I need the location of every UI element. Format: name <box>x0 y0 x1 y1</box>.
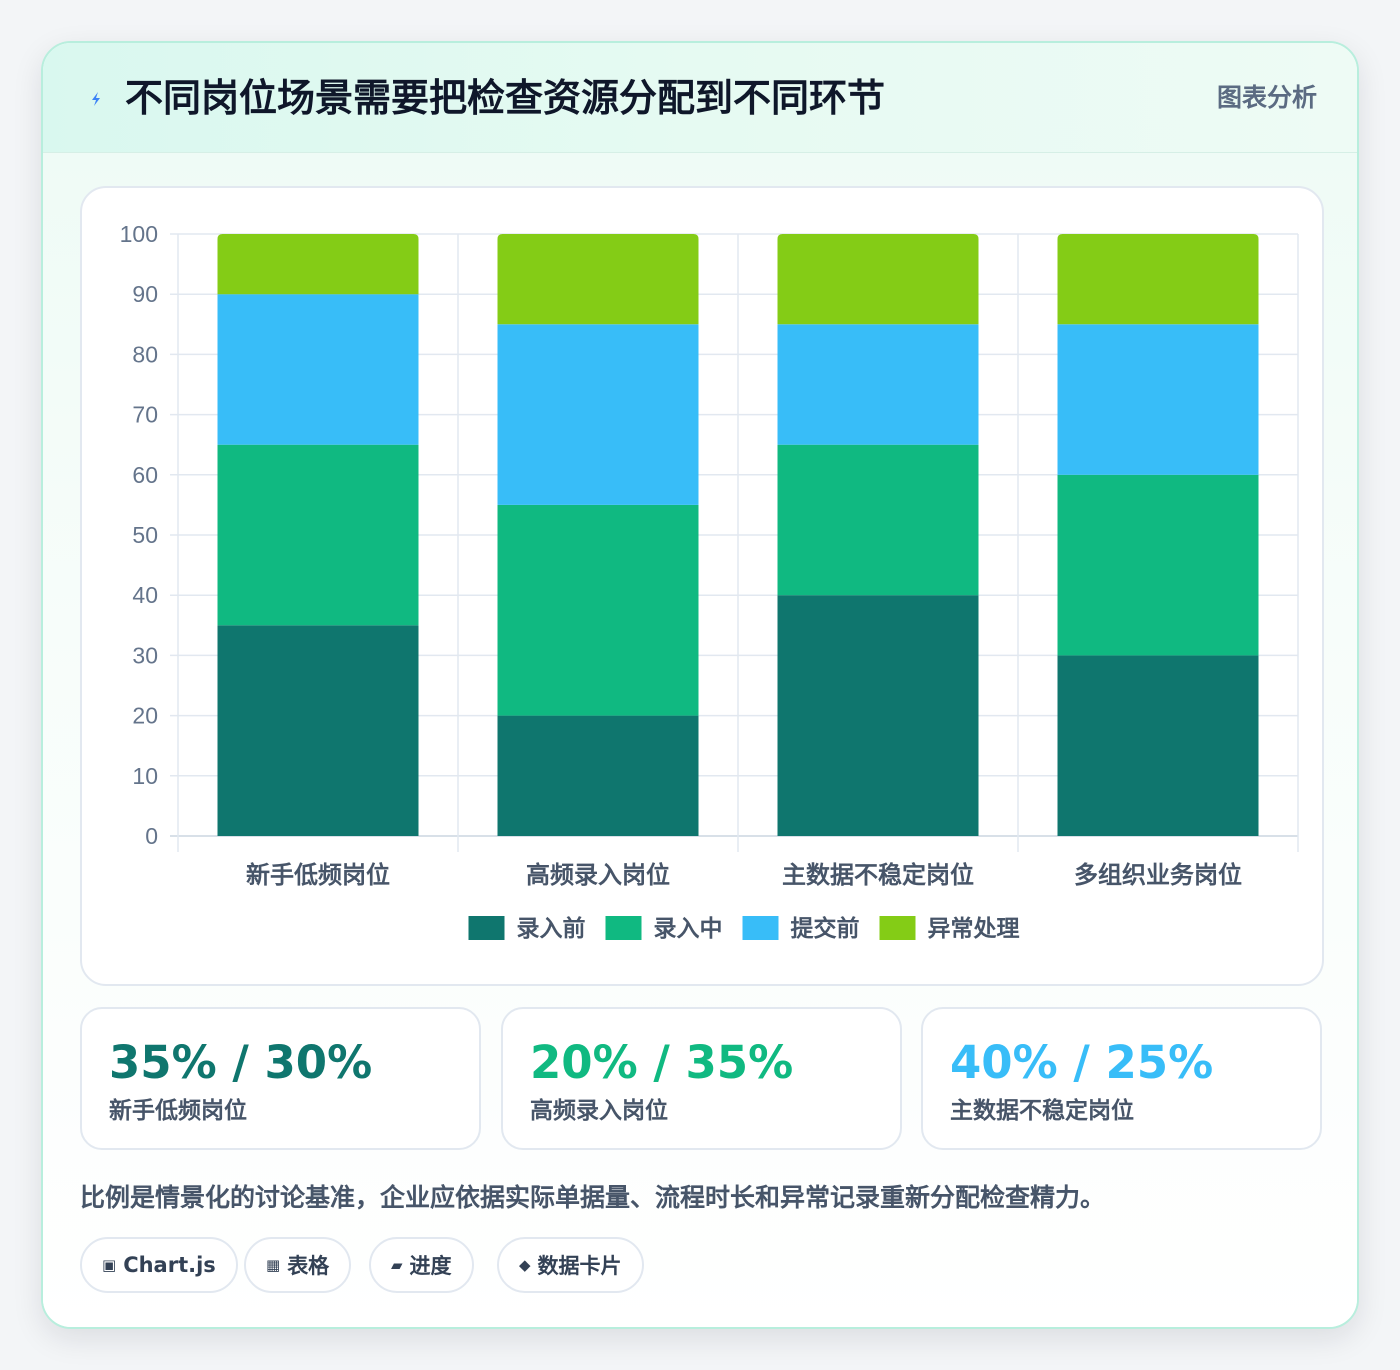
y-tick-label: 20 <box>132 703 158 729</box>
y-tick-label: 50 <box>132 522 158 548</box>
stat-label: 主数据不稳定岗位 <box>950 1098 1134 1124</box>
stat-value: 20% / 35% <box>530 1036 794 1089</box>
chip-table[interactable]: ▦ 表格 <box>244 1237 352 1293</box>
bar-segment <box>497 324 699 505</box>
footnote: 比例是情景化的讨论基准，企业应依据实际单据量、流程时长和异常记录重新分配检查精力… <box>80 1183 1106 1212</box>
bolt-icon <box>92 92 100 106</box>
stat-card: 35% / 30% 新手低频岗位 <box>80 1007 481 1150</box>
legend-swatch <box>742 916 779 940</box>
x-tick-label: 多组织业务岗位 <box>1074 861 1242 889</box>
bar-segment <box>1057 234 1259 325</box>
bar-segment <box>217 234 419 295</box>
diamond-icon: ◆ <box>519 1256 531 1274</box>
y-tick-label: 70 <box>132 402 158 428</box>
chip-label: 数据卡片 <box>537 1254 622 1278</box>
y-tick-label: 80 <box>132 341 158 367</box>
stacked-bar-chart: 0 10 20 30 40 50 60 70 80 90 100 新手低频岗位 高频录入岗位 主数据不稳定… <box>120 221 1299 942</box>
chip-chartjs[interactable]: ▣ Chart.js <box>80 1237 238 1293</box>
chip-progress[interactable]: ▰ 进度 <box>369 1237 474 1293</box>
legend-swatch <box>879 916 916 940</box>
bar-segment <box>777 444 979 596</box>
stat-card: 20% / 35% 高频录入岗位 <box>501 1007 902 1150</box>
legend-label: 异常处理 <box>928 916 1020 942</box>
chip-label: 表格 <box>287 1254 330 1278</box>
legend-swatch <box>605 916 642 940</box>
bar-segment <box>1057 655 1259 836</box>
x-tick-label: 高频录入岗位 <box>526 861 670 889</box>
page-title: 不同岗位场景需要把检查资源分配到不同环节 <box>125 76 886 120</box>
chip-label: 进度 <box>409 1254 452 1278</box>
progress-icon: ▰ <box>391 1256 403 1274</box>
bar-segment <box>777 234 979 325</box>
legend-swatch <box>468 916 505 940</box>
stat-card: 40% / 25% 主数据不稳定岗位 <box>921 1007 1322 1150</box>
y-tick-label: 30 <box>132 642 158 668</box>
bar-segment <box>497 234 699 325</box>
y-tick-label: 100 <box>120 221 158 247</box>
header-tag: 图表分析 <box>1216 83 1317 112</box>
y-tick-label: 0 <box>145 823 158 849</box>
chip-label: Chart.js <box>123 1253 216 1277</box>
bar-segment <box>1057 324 1259 475</box>
x-tick-label: 主数据不稳定岗位 <box>782 861 974 889</box>
y-tick-label: 90 <box>132 281 158 307</box>
bar-segment <box>497 504 699 716</box>
y-tick-label: 10 <box>132 763 158 789</box>
stat-label: 新手低频岗位 <box>109 1098 247 1124</box>
chart-card: 不同岗位场景需要把检查资源分配到不同环节 图表分析 0 10 20 30 40 50 60 7… <box>41 41 1359 1329</box>
stat-label: 高频录入岗位 <box>530 1098 668 1124</box>
y-tick-label: 60 <box>132 462 158 488</box>
stat-value: 35% / 30% <box>109 1036 373 1089</box>
legend-label: 提交前 <box>791 915 860 942</box>
bar-segment <box>217 625 419 836</box>
stat-value: 40% / 25% <box>950 1036 1214 1089</box>
y-tick-label: 40 <box>132 582 158 608</box>
bar-segment <box>777 324 979 445</box>
legend-label: 录入中 <box>654 916 723 942</box>
bar-segment <box>777 595 979 836</box>
bar-segment <box>217 444 419 626</box>
legend-label: 录入前 <box>517 915 586 942</box>
chip-data-card[interactable]: ◆ 数据卡片 <box>497 1237 644 1293</box>
bar-segment <box>1057 474 1259 656</box>
bar-segment <box>217 294 419 445</box>
bar-segment <box>497 715 699 836</box>
chart-icon: ▣ <box>102 1256 117 1274</box>
x-tick-label: 新手低频岗位 <box>246 861 390 889</box>
table-icon: ▦ <box>266 1256 281 1274</box>
card-header: 不同岗位场景需要把检查资源分配到不同环节 图表分析 <box>43 43 1357 153</box>
chart-panel: 0 10 20 30 40 50 60 70 80 90 100 新手低频岗位 高频录入岗位 主数据不稳定… <box>80 186 1324 986</box>
